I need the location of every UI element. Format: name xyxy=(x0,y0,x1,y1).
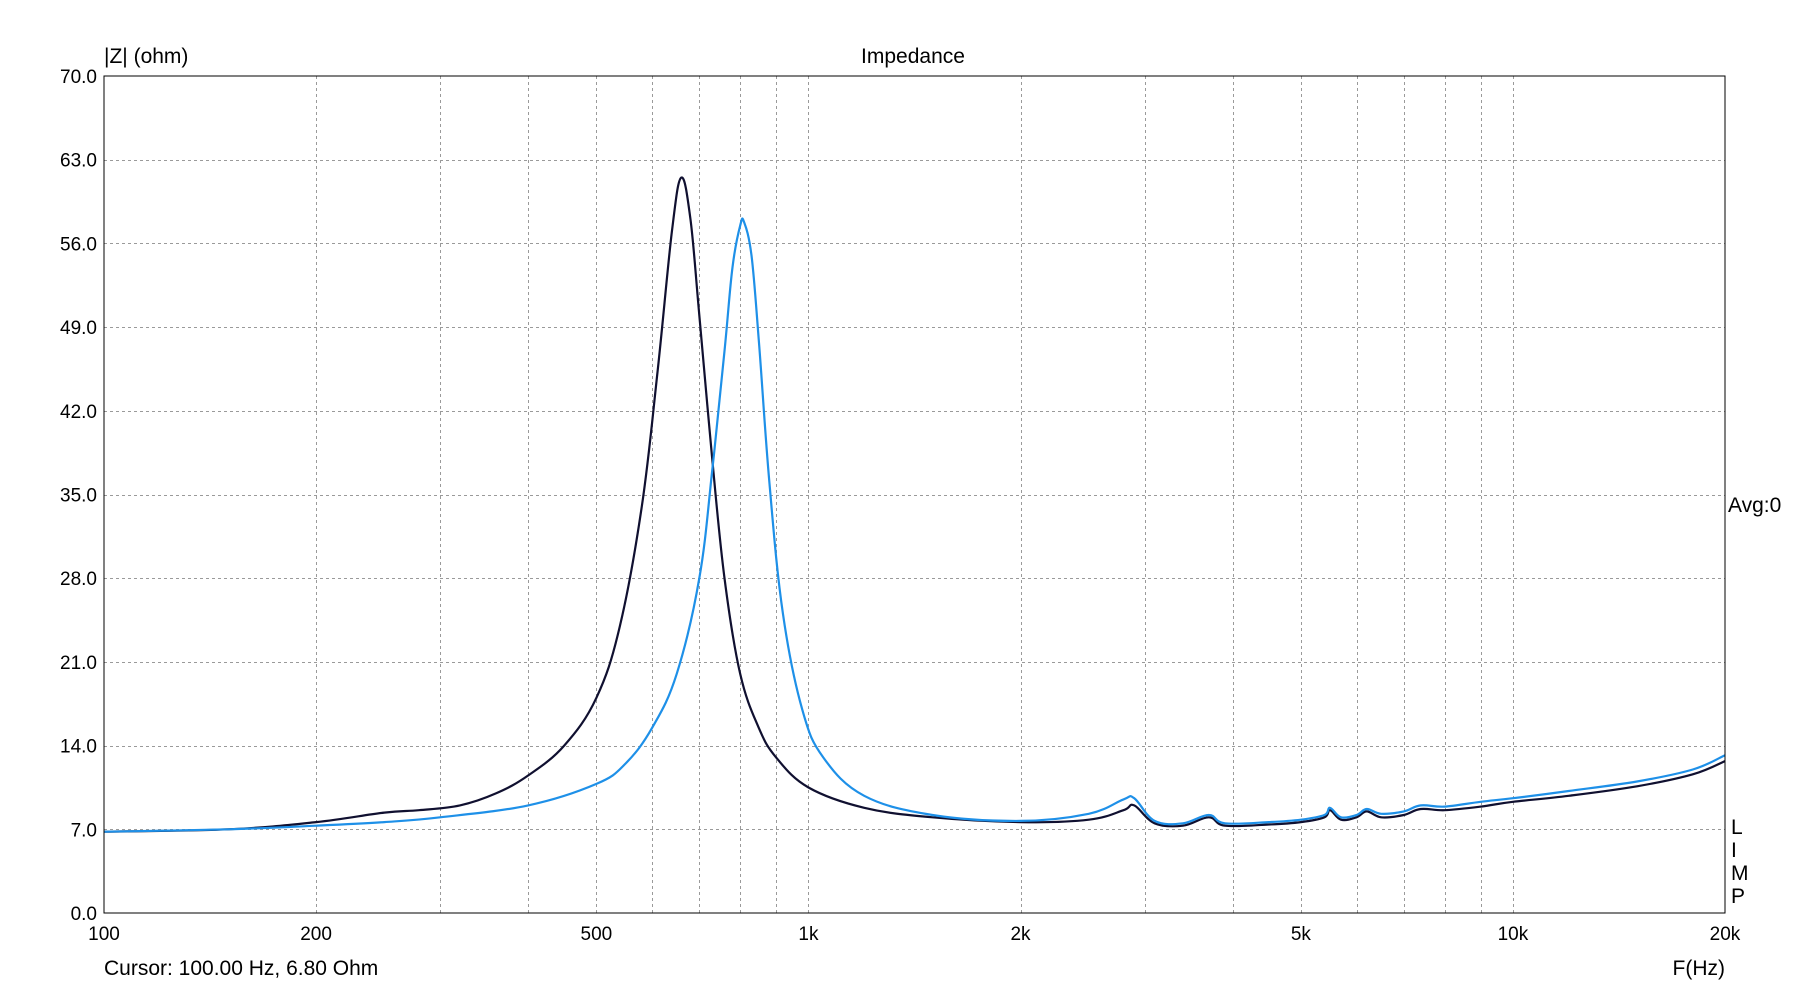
x-tick-label: 5k xyxy=(1291,924,1312,945)
y-tick-label: 56.0 xyxy=(60,234,97,255)
limp-label-l: L xyxy=(1731,816,1743,839)
x-tick-label: 1k xyxy=(798,924,819,945)
y-axis-label: |Z| (ohm) xyxy=(104,45,188,68)
y-tick-label: 28.0 xyxy=(60,569,97,590)
y-tick-label: 21.0 xyxy=(60,653,97,674)
y-tick-label: 7.0 xyxy=(71,820,97,841)
y-tick-label: 14.0 xyxy=(60,737,97,758)
y-tick-labels: 0.0 7.0 14.0 21.0 28.0 35.0 42.0 49.0 56.0 63.0 70… xyxy=(60,67,97,925)
y-tick-label: 63.0 xyxy=(60,151,97,172)
limp-label-p: P xyxy=(1731,885,1745,908)
series-line-2 xyxy=(103,217,1726,833)
x-tick-label: 500 xyxy=(581,924,613,945)
x-tick-labels: 100 200 500 1k 2k 5k 10k 20k xyxy=(88,924,1741,945)
series-line-1 xyxy=(103,176,1726,833)
x-axis-label: F(Hz) xyxy=(1673,957,1725,980)
plot-frame xyxy=(103,75,1726,914)
y-tick-label: 49.0 xyxy=(60,318,97,339)
y-tick-label: 35.0 xyxy=(60,486,97,507)
series-layer xyxy=(103,176,1726,833)
x-tick-label: 20k xyxy=(1710,924,1741,945)
y-tick-label: 0.0 xyxy=(71,904,97,925)
cursor-readout: Cursor: 100.00 Hz, 6.80 Ohm xyxy=(104,957,378,980)
avg-label: Avg:0 xyxy=(1728,494,1781,517)
x-tick-label: 200 xyxy=(300,924,332,945)
grid-lines xyxy=(104,76,1725,913)
y-tick-label: 70.0 xyxy=(60,67,97,88)
x-tick-label: 2k xyxy=(1010,924,1031,945)
chart-title: Impedance xyxy=(861,45,965,68)
x-tick-label: 100 xyxy=(88,924,120,945)
x-tick-label: 10k xyxy=(1498,924,1529,945)
limp-label-m: M xyxy=(1731,862,1749,885)
y-tick-label: 42.0 xyxy=(60,402,97,423)
limp-label-i: I xyxy=(1731,839,1737,862)
